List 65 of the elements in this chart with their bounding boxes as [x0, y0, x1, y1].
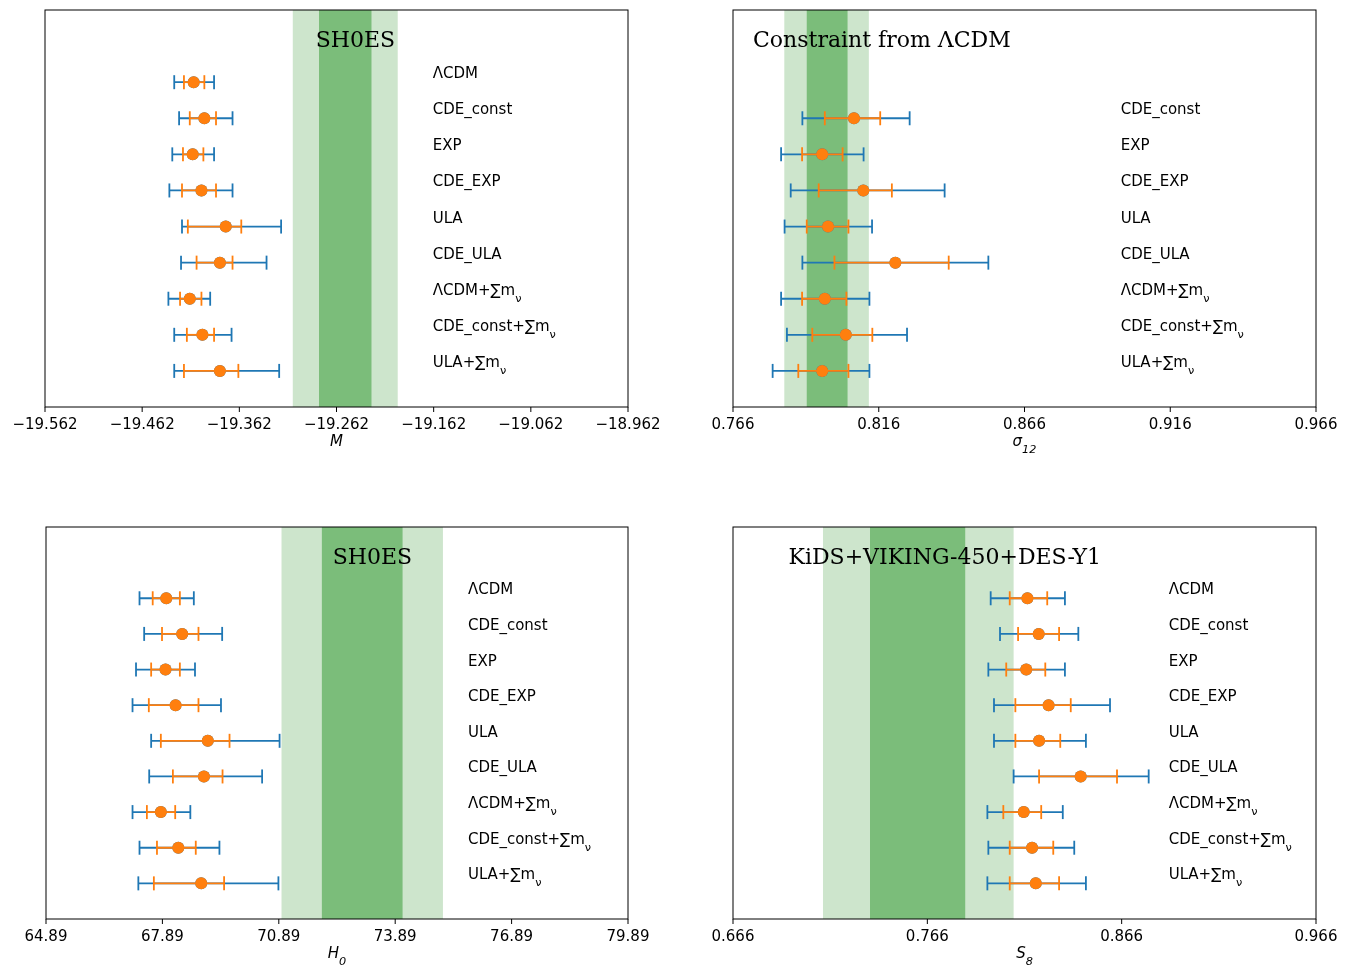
x-tick-label: −19.162	[401, 415, 467, 433]
x-tick-label: −19.262	[303, 415, 370, 433]
y-tick-label: ΛCDM+∑m$_{ν}$	[432, 280, 522, 305]
x-tick-label: −18.962	[595, 415, 661, 433]
x-tick-label: 76.89	[490, 927, 534, 945]
band-label: Constraint from ΛCDM	[753, 27, 1011, 52]
y-tick-label: CDE_const	[1168, 615, 1249, 635]
y-tick-label: EXP	[1168, 651, 1198, 670]
y-tick-label: ULA	[432, 208, 464, 227]
x-tick-label: 0.866	[1003, 415, 1046, 433]
y-tick-label: ΛCDM	[432, 64, 478, 83]
y-tick-label: EXP	[1120, 136, 1150, 155]
y-tick-label: CDE_ULA	[432, 244, 503, 264]
y-tick-label: ΛCDM+∑m$_{ν}$	[1120, 280, 1210, 305]
x-tick-label: 0.966	[1294, 415, 1338, 433]
y-tick-label: EXP	[432, 136, 462, 155]
y-tick-label: CDE_const+∑m$_{ν}$	[432, 316, 556, 341]
y-tick-label: CDE_EXP	[432, 172, 501, 192]
y-tick-label: ULA	[467, 722, 499, 741]
x-tick-label: 67.89	[140, 927, 184, 945]
band-label: SH0ES	[332, 544, 413, 569]
x-tick-label: −19.362	[206, 415, 272, 433]
y-tick-label: ULA+∑m$_{ν}$	[1120, 352, 1195, 377]
x-tick-label: 0.666	[711, 927, 755, 945]
y-tick-label: ΛCDM	[1168, 580, 1214, 599]
y-tick-label: CDE_EXP	[1168, 687, 1237, 707]
x-tick-label: 64.89	[24, 927, 68, 945]
y-tick-label: ΛCDM	[467, 580, 514, 599]
x-tick-label: −19.562	[12, 415, 78, 433]
x-axis-title: M	[330, 432, 344, 450]
y-tick-label: CDE_const	[1120, 100, 1201, 120]
y-tick-label: CDE_ULA	[467, 758, 538, 778]
x-tick-label: 0.766	[711, 415, 755, 433]
x-tick-label: 0.766	[905, 927, 949, 945]
y-tick-label: CDE_ULA	[1168, 758, 1239, 778]
y-tick-label: EXP	[467, 651, 497, 670]
x-axis-title: H$_{0}$	[327, 944, 347, 968]
y-tick-label: ULA+∑m$_{ν}$	[1168, 865, 1243, 889]
x-axis-title: σ$_{12}$	[1012, 432, 1037, 456]
y-tick-label: ULA+∑m$_{ν}$	[432, 352, 507, 377]
y-tick-label: CDE_const+∑m$_{ν}$	[467, 829, 592, 854]
y-tick-label: CDE_const	[467, 615, 548, 635]
x-tick-label: 0.816	[857, 415, 901, 433]
y-tick-label: CDE_EXP	[1120, 172, 1189, 192]
band-label: SH0ES	[315, 27, 396, 52]
x-tick-label: 0.866	[1100, 927, 1144, 945]
x-tick-label: −19.462	[109, 415, 175, 433]
y-tick-label: ΛCDM+∑m$_{ν}$	[467, 794, 557, 818]
y-tick-label: CDE_const+∑m$_{ν}$	[1120, 316, 1244, 341]
x-tick-label: 0.916	[1148, 415, 1192, 433]
y-tick-label: ΛCDM+∑m$_{ν}$	[1168, 794, 1258, 818]
x-axis-title: S$_{8}$	[1016, 944, 1033, 968]
y-tick-label: CDE_ULA	[1120, 244, 1191, 264]
x-tick-label: −19.062	[498, 415, 564, 433]
y-tick-label: ULA	[1168, 722, 1200, 741]
band-label: KiDS+VIKING-450+DES-Y1	[788, 544, 1102, 569]
y-tick-label: CDE_const	[432, 100, 513, 120]
y-tick-label: CDE_EXP	[467, 687, 536, 707]
x-tick-label: 79.89	[606, 927, 650, 945]
x-tick-label: 0.966	[1294, 927, 1338, 945]
x-tick-label: 73.89	[373, 927, 417, 945]
x-tick-label: 70.89	[257, 927, 301, 945]
y-tick-label: CDE_const+∑m$_{ν}$	[1168, 829, 1292, 854]
y-tick-label: ULA+∑m$_{ν}$	[467, 865, 542, 889]
y-tick-label: ULA	[1120, 208, 1152, 227]
